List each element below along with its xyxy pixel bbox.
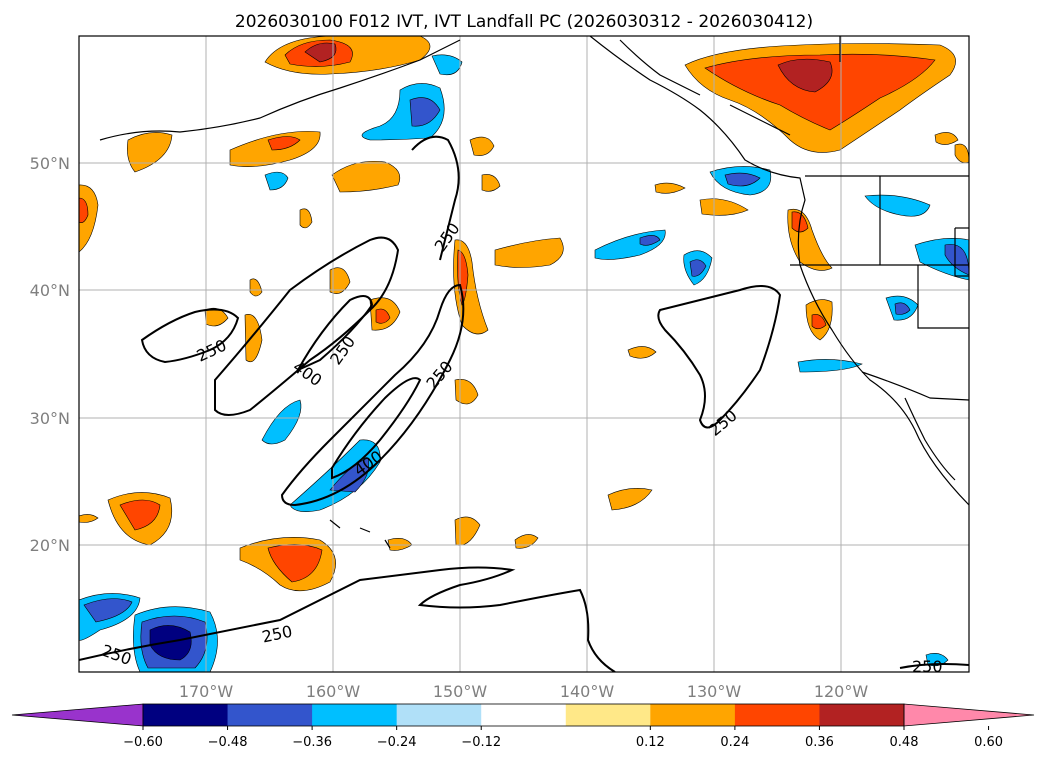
contour-250-east bbox=[657, 285, 782, 429]
colorbar-segment bbox=[650, 704, 736, 726]
lon-label: 140°W bbox=[560, 682, 615, 701]
pc-positive-region bbox=[329, 267, 351, 294]
colorbar-tick-label: −0.36 bbox=[292, 735, 332, 750]
colorbar-tick-label: 0.60 bbox=[974, 735, 1003, 750]
lat-label: 40°N bbox=[30, 281, 70, 300]
pc-negative-core bbox=[689, 259, 707, 277]
pc-max-core bbox=[304, 42, 337, 63]
map-area: 250 400 250 250 250 400 250 250 250 250 bbox=[79, 36, 969, 676]
colorbar: −0.60 −0.48 −0.36 −0.24 −0.12 0.12 0.24 0.36 0.4… bbox=[11, 703, 1035, 750]
colorbar-tick-label: −0.24 bbox=[377, 735, 417, 750]
pc-min-core bbox=[149, 625, 192, 661]
pc-negative-region-small bbox=[431, 54, 463, 76]
pc-positive-region bbox=[244, 313, 263, 363]
contour-250-south bbox=[280, 283, 465, 507]
longitude-labels: 170°W 160°W 150°W 140°W 130°W 120°W bbox=[179, 682, 869, 701]
contour-250-southwest bbox=[79, 566, 616, 672]
pc-positive-small bbox=[469, 136, 495, 156]
lon-label: 170°W bbox=[179, 682, 234, 701]
pc-negative-core bbox=[724, 172, 761, 187]
pc-negative-core bbox=[409, 97, 441, 127]
lat-label: 30°N bbox=[30, 409, 70, 428]
colorbar-tick-label: 0.36 bbox=[805, 735, 834, 750]
pc-positive-core bbox=[375, 308, 391, 324]
pc-positive-small bbox=[934, 132, 959, 145]
colorbar-extend-low bbox=[11, 703, 144, 727]
colorbar-tick-label: −0.48 bbox=[208, 735, 248, 750]
pc-negative-region bbox=[797, 359, 863, 373]
colorbar-segment bbox=[312, 704, 398, 726]
lon-label: 130°W bbox=[687, 682, 742, 701]
pc-positive-small bbox=[654, 182, 686, 194]
graticule bbox=[79, 36, 969, 672]
colorbar-segment bbox=[227, 704, 313, 726]
colorbar-tick-label: 0.24 bbox=[720, 735, 749, 750]
ivt-contours bbox=[79, 135, 969, 672]
contour-400-central bbox=[295, 295, 374, 373]
colorbar-tick-label: −0.12 bbox=[461, 735, 501, 750]
coastlines bbox=[99, 36, 969, 549]
pc-positive-small bbox=[249, 278, 263, 297]
lon-label: 150°W bbox=[433, 682, 488, 701]
lat-label: 20°N bbox=[30, 536, 70, 555]
colorbar-border bbox=[142, 703, 905, 727]
contour-250-west bbox=[140, 308, 240, 364]
pc-negative-small bbox=[264, 171, 289, 191]
pc-max-core bbox=[777, 58, 833, 93]
lat-label: 50°N bbox=[30, 154, 70, 173]
figure-title: 2026030100 F012 IVT, IVT Landfall PC (20… bbox=[235, 12, 813, 32]
pc-negative-small bbox=[925, 653, 949, 667]
colorbar-segment bbox=[734, 704, 820, 726]
colorbar-segment bbox=[819, 704, 905, 726]
pc-positive-small bbox=[627, 346, 657, 359]
pc-positive-core bbox=[811, 314, 827, 330]
pc-positive-region bbox=[454, 379, 479, 405]
pc-positive-small bbox=[79, 514, 99, 523]
lon-label: 160°W bbox=[306, 682, 361, 701]
latitude-labels: 50°N 40°N 30°N 20°N bbox=[30, 154, 70, 555]
colorbar-segment bbox=[481, 704, 567, 726]
pc-positive-small bbox=[299, 208, 313, 229]
colorbar-tick-label: −0.60 bbox=[123, 735, 163, 750]
pc-positive-core bbox=[119, 499, 161, 531]
lon-label: 120°W bbox=[814, 682, 869, 701]
pc-negative-core bbox=[329, 457, 369, 493]
pc-negative-core bbox=[83, 598, 133, 623]
contour-250-north bbox=[411, 135, 460, 261]
pc-positive-small bbox=[204, 307, 229, 327]
contour-label: 250 bbox=[912, 657, 943, 676]
pc-positive-region bbox=[494, 237, 564, 268]
pc-negative-core bbox=[894, 302, 911, 315]
colorbar-segment bbox=[143, 704, 229, 726]
colorbar-tick-label: 0.48 bbox=[890, 735, 919, 750]
pc-negative-core bbox=[639, 235, 661, 246]
colorbar-segment bbox=[396, 704, 482, 726]
contour-250-central bbox=[214, 236, 400, 416]
pc-positive-core bbox=[79, 197, 89, 223]
map-frame bbox=[78, 35, 970, 673]
pc-positive-region bbox=[699, 198, 749, 216]
colorbar-segment bbox=[565, 704, 651, 726]
contour-250-southeast bbox=[899, 663, 969, 669]
pc-positive-small bbox=[607, 488, 653, 511]
pc-positive-small bbox=[481, 174, 501, 192]
colorbar-tick-label: 0.12 bbox=[636, 735, 665, 750]
pc-positive-region bbox=[127, 132, 173, 173]
pc-positive-core bbox=[267, 136, 301, 151]
contour-400-south bbox=[331, 377, 422, 480]
colorbar-extend-high bbox=[903, 703, 1035, 727]
pc-positive-core bbox=[704, 53, 936, 131]
